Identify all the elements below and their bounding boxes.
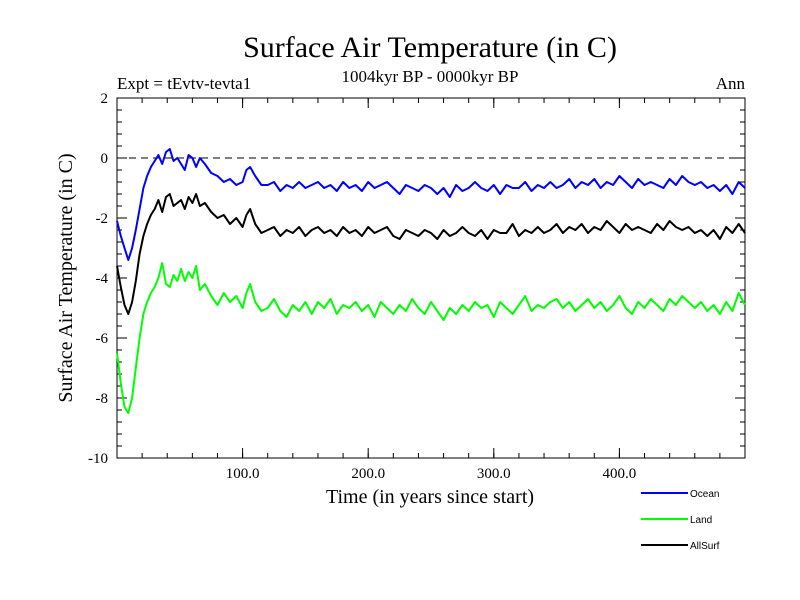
x-tick-label: 300.0 — [477, 466, 511, 482]
series-line-allsurf — [116, 193, 746, 315]
chart-subtitle: 1004kyr BP - 0000kyr BP — [342, 67, 519, 86]
series-line-land — [116, 262, 746, 414]
y-tick-label: -10 — [88, 451, 108, 467]
y-tick-label: -4 — [96, 271, 109, 287]
experiment-label: Expt = tEvtv-tevta1 — [117, 74, 251, 93]
legend-label-ocean: Ocean — [690, 489, 719, 500]
legend: Ocean Land AllSurf — [641, 489, 720, 552]
x-axis-label: Time (in years since start) — [326, 486, 534, 508]
y-tick-label: -6 — [96, 331, 109, 347]
x-tick-label: 400.0 — [603, 466, 637, 482]
y-axis-label: Surface Air Temperature (in C) — [55, 153, 77, 402]
x-tick-label: 100.0 — [226, 466, 260, 482]
plot-frame — [116, 97, 746, 459]
plot-area — [116, 97, 746, 459]
y-tick-label: -8 — [96, 391, 109, 407]
y-tick-label: 2 — [101, 91, 109, 107]
legend-label-allsurf: AllSurf — [690, 541, 720, 552]
season-label: Ann — [716, 74, 746, 93]
x-tick-label: 200.0 — [351, 466, 385, 482]
legend-label-land: Land — [690, 515, 712, 526]
y-tick-label: -2 — [96, 211, 109, 227]
y-tick-label: 0 — [101, 151, 109, 167]
series-line-ocean — [116, 148, 746, 261]
chart-title: Surface Air Temperature (in C) — [243, 31, 617, 64]
